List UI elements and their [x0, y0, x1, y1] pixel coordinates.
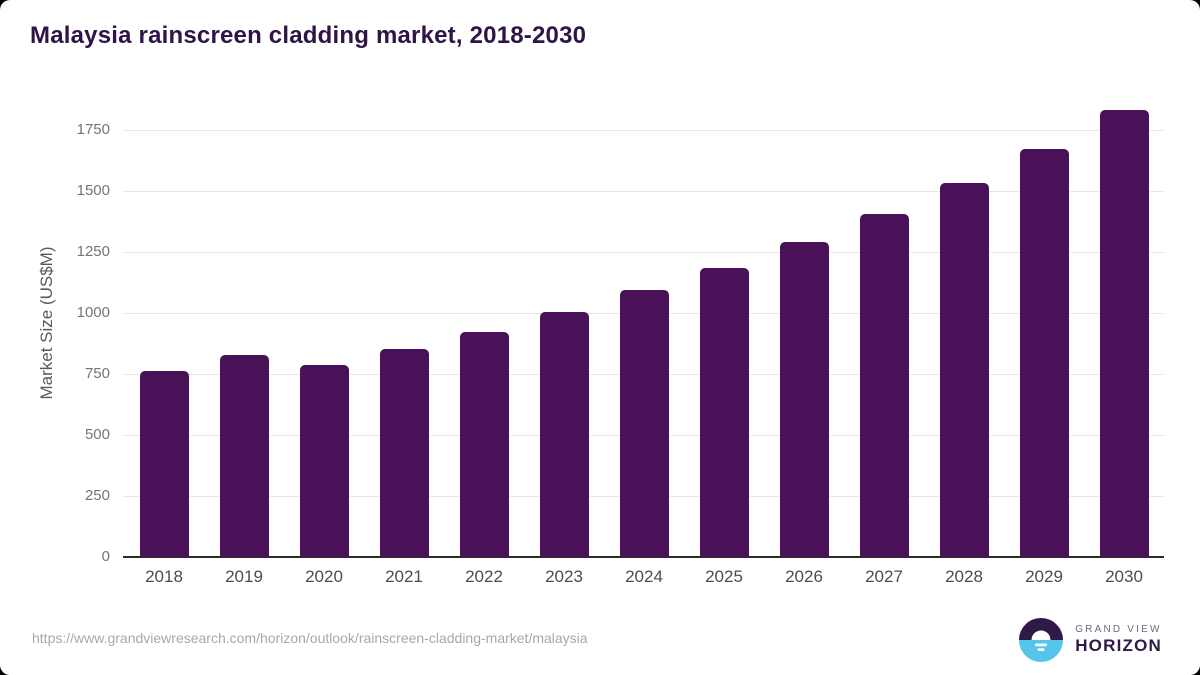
bar-2021: [379, 349, 429, 557]
gridline-1750: [123, 130, 1164, 132]
y-tick-label-1500: 1500: [76, 182, 110, 200]
x-tick-label-2026: 2026: [785, 567, 823, 586]
x-tick-label-2029: 2029: [1025, 567, 1063, 586]
y-tick-label-1750: 1750: [76, 121, 110, 139]
bar-2018: [139, 370, 189, 557]
y-tick-label-750: 750: [84, 365, 110, 383]
x-tick-label-2019: 2019: [225, 567, 263, 586]
x-tick-label-2025: 2025: [705, 567, 743, 586]
bar-2027: [859, 214, 909, 557]
bar-2023: [539, 312, 589, 557]
bar-2026: [779, 242, 829, 557]
y-tick-label-250: 250: [84, 487, 110, 505]
x-tick-label-2028: 2028: [945, 567, 983, 586]
logo-wordmark: GRAND VIEW HORIZON: [1075, 624, 1162, 656]
y-tick-label-500: 500: [84, 426, 110, 444]
x-tick-label-2022: 2022: [465, 567, 503, 586]
bar-2030: [1099, 110, 1149, 557]
x-tick-label-2018: 2018: [145, 567, 183, 586]
y-tick-label-0: 0: [101, 548, 110, 565]
gridline-1500: [123, 191, 1164, 193]
logo-line-grand-view: GRAND VIEW: [1075, 624, 1162, 635]
source-url: https://www.grandviewresearch.com/horizo…: [32, 630, 588, 646]
plot-area: [123, 100, 1164, 558]
bar-2019: [219, 354, 269, 557]
y-axis-tick-labels: 0 250 500 750 1000 1250 1500 1750: [0, 100, 110, 565]
logo-line-horizon: HORIZON: [1075, 636, 1162, 655]
y-tick-label-1000: 1000: [76, 304, 110, 322]
x-tick-label-2024: 2024: [625, 567, 663, 586]
bar-2024: [619, 290, 669, 557]
bar-2025: [699, 268, 749, 557]
chart-title: Malaysia rainscreen cladding market, 201…: [30, 22, 587, 49]
x-axis-tick-labels: 2018 2019 2020 2021 2022 2023 2024 2025 2026 2027…: [124, 567, 1164, 591]
x-tick-label-2021: 2021: [385, 567, 423, 586]
bar-2028: [939, 183, 989, 557]
x-axis-line: [123, 556, 1164, 558]
grandview-horizon-logo: GRAND VIEW HORIZON: [1019, 618, 1162, 662]
horizon-sun-icon: [1019, 618, 1064, 662]
bar-2020: [299, 365, 349, 557]
x-tick-label-2030: 2030: [1105, 567, 1143, 586]
y-tick-label-1250: 1250: [76, 243, 110, 261]
bar-2022: [459, 331, 509, 557]
x-tick-label-2027: 2027: [865, 567, 903, 586]
x-tick-label-2023: 2023: [545, 567, 583, 586]
gridline-1250: [123, 252, 1164, 254]
x-tick-label-2020: 2020: [305, 567, 343, 586]
bar-2029: [1019, 148, 1069, 557]
